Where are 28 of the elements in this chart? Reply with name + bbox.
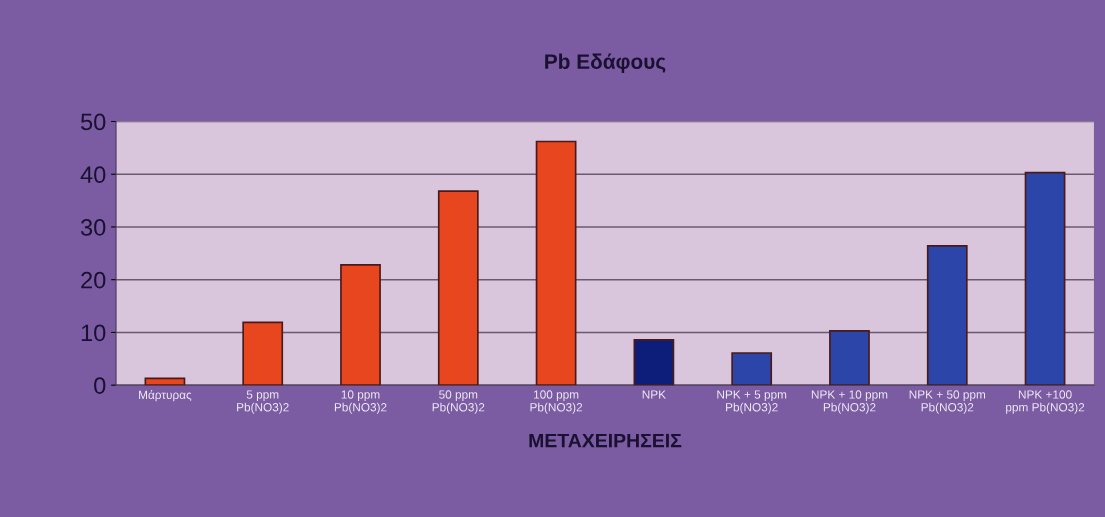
bar — [535, 140, 577, 386]
bar — [731, 352, 773, 386]
x-tick-label: 50 ppm Pb(NO3)2 — [432, 390, 485, 414]
y-tick-label: 30 — [80, 219, 106, 236]
y-tick-label: 0 — [94, 377, 106, 394]
x-tick-label: NPK + 50 ppm Pb(NO3)2 — [909, 390, 986, 414]
x-tick-label: 5 ppm Pb(NO3)2 — [237, 390, 289, 414]
x-tick-label: Μάρτυρας — [139, 390, 192, 402]
bar — [926, 245, 968, 386]
bar — [437, 190, 479, 386]
bar — [242, 321, 284, 386]
y-tick-label: 20 — [81, 271, 106, 289]
x-tick-label: NPK + 5 ppm Pb(NO3)2 — [717, 390, 787, 414]
x-tick-label: NPK +100 ppm Pb(NO3)2 — [1006, 390, 1085, 414]
bar — [1024, 171, 1066, 386]
y-tick-label: 40 — [80, 166, 106, 184]
x-tick-label: NPK — [642, 390, 666, 399]
x-tick-label: 10 ppm Pb(NO3)2 — [334, 390, 387, 414]
y-tick-label: 10 — [81, 324, 106, 342]
y-tick-label: 50 — [80, 113, 106, 131]
bar — [144, 377, 186, 386]
bar — [829, 330, 870, 386]
x-tick-label: NPK + 10 ppm Pb(NO3)2 — [811, 390, 888, 414]
bar — [633, 338, 675, 386]
chart-title: Pb Εδάφους — [545, 53, 666, 74]
bar — [340, 264, 381, 386]
x-tick-label: 100 ppm Pb(NO3)2 — [530, 390, 583, 414]
x-axis-title: ΜΕΤΑΧΕΙΡΗΣΕΙΣ — [529, 433, 682, 448]
